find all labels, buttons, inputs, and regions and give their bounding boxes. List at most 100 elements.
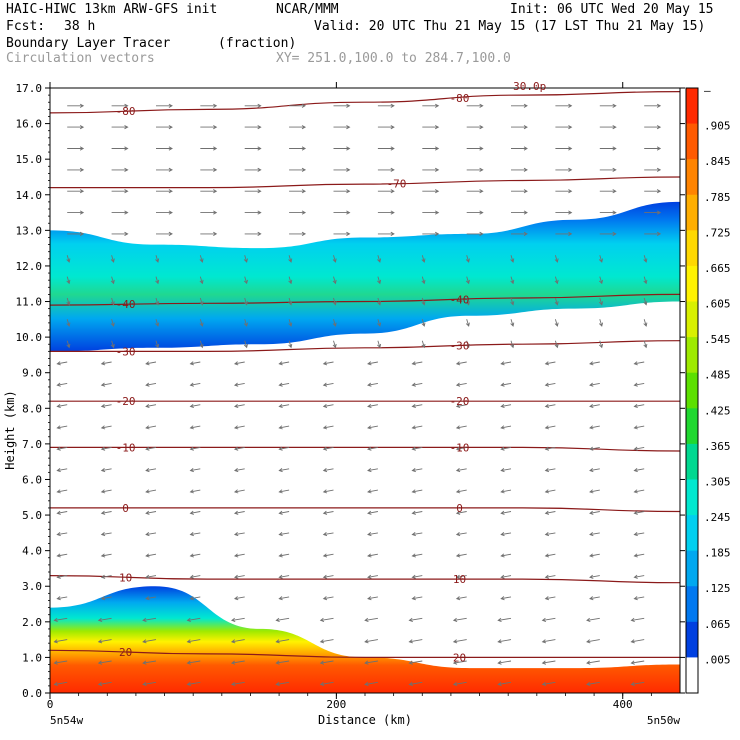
vector-arrow — [322, 532, 334, 537]
vector-arrow — [275, 681, 290, 687]
vector-arrow — [367, 510, 378, 515]
vector-arrow — [289, 210, 307, 215]
vector-arrow — [466, 231, 484, 236]
vector-arrow — [322, 574, 334, 579]
vector-arrow — [411, 510, 423, 515]
vector-arrow — [145, 446, 157, 451]
vector-arrow — [411, 532, 423, 537]
vector-arrow — [421, 340, 426, 349]
vector-arrow — [233, 489, 245, 494]
vector-arrow — [145, 574, 157, 579]
colorbar-label: .545 — [704, 333, 731, 346]
contour-label: -20 — [116, 395, 136, 408]
vector-arrow — [278, 489, 290, 494]
contour-label: -80 — [116, 105, 136, 118]
vector-arrow — [541, 681, 556, 687]
vector-arrow — [186, 681, 201, 687]
vector-arrow — [56, 574, 68, 579]
vector-arrow — [455, 425, 467, 430]
vector-arrow — [510, 319, 515, 327]
vector-arrow — [367, 553, 378, 558]
field-name: Boundary Layer Tracer — [6, 36, 171, 51]
vector-arrow — [289, 146, 307, 151]
vector-arrow — [53, 639, 68, 644]
colorbar-swatch — [686, 550, 698, 587]
vector-arrow — [408, 681, 423, 687]
vector-arrow — [497, 617, 512, 623]
vector-arrow — [411, 446, 423, 451]
contour-line--40 — [50, 293, 680, 306]
vector-arrow — [56, 361, 68, 366]
vector-arrow — [643, 276, 648, 285]
vector-arrow — [56, 510, 68, 515]
vector-arrow — [544, 382, 556, 387]
colorbar-label: .365 — [704, 440, 731, 453]
vector-arrow — [333, 231, 351, 236]
colorbar-label: .425 — [704, 404, 731, 417]
colorbar-swatch — [686, 586, 698, 623]
vector-arrow — [233, 446, 245, 451]
colorbar: – .905 .845 .785 .725 .665 .605 .545 .485 .425 .36… — [685, 84, 731, 694]
vector-arrow — [544, 532, 556, 537]
vector-arrow — [199, 340, 204, 349]
vector-arrow — [544, 596, 556, 601]
colorbar-swatch — [686, 123, 698, 160]
vector-arrow — [278, 553, 290, 558]
vector-arrow — [465, 255, 470, 263]
contour-label-top: 30.0p — [513, 80, 546, 93]
vector-arrow — [633, 553, 645, 558]
vector-arrow — [511, 231, 528, 236]
vector-arrow — [367, 468, 378, 473]
contour-line--80 — [50, 91, 680, 114]
vector-arrow — [465, 297, 470, 306]
vector-arrow — [510, 340, 515, 349]
vector-arrow — [422, 231, 440, 236]
vector-arrow — [455, 361, 467, 366]
vector-arrow — [455, 574, 467, 579]
vector-arrow — [56, 446, 68, 451]
y-tick-label: 17.0 — [16, 82, 43, 95]
vector-arrow — [244, 231, 262, 236]
field-units: (fraction) — [218, 36, 296, 51]
vector-arrow — [332, 255, 337, 263]
tracer-field — [50, 201, 680, 693]
vector-arrow — [364, 639, 378, 644]
vector-arrow — [233, 361, 245, 366]
vector-arrow — [555, 103, 573, 108]
vector-arrow — [100, 425, 112, 430]
vector-arrow — [244, 167, 262, 172]
vector-arrow — [66, 255, 71, 263]
vector-arrow — [200, 103, 218, 108]
x-left-location: 5n54w — [50, 714, 83, 727]
vector-arrow — [589, 425, 600, 430]
vector-arrow — [500, 510, 512, 515]
vector-arrow — [554, 319, 559, 327]
colorbar-label: .905 — [704, 120, 731, 133]
vector-arrow — [289, 167, 307, 172]
y-tick-label: 7.0 — [22, 438, 42, 451]
contour-label: -70 — [387, 177, 407, 190]
vector-arrow — [644, 167, 662, 172]
colorbar-label: .485 — [704, 369, 731, 382]
vector-arrow — [100, 403, 112, 409]
vector-arrow — [500, 382, 512, 387]
vector-arrow — [367, 596, 378, 601]
vector-arrow — [589, 489, 600, 494]
vector-arrow — [53, 681, 68, 687]
vector-arrow — [377, 340, 382, 349]
vector-arrow — [511, 125, 528, 130]
vector-arrow — [599, 125, 617, 130]
y-axis-title: Height (km) — [3, 390, 17, 469]
vector-arrow — [643, 319, 648, 327]
vector-arrow — [189, 510, 201, 515]
vector-arrow — [319, 617, 334, 623]
vectors-label: Circulation vectors — [6, 51, 155, 66]
vector-arrow — [633, 596, 645, 601]
vector-arrow — [377, 297, 382, 306]
vector-arrow — [155, 297, 160, 306]
vector-arrow — [142, 639, 157, 644]
vector-arrow — [555, 167, 573, 172]
vector-arrow — [155, 340, 160, 349]
vector-arrow — [199, 297, 204, 306]
colorbar-swatch — [686, 337, 698, 374]
